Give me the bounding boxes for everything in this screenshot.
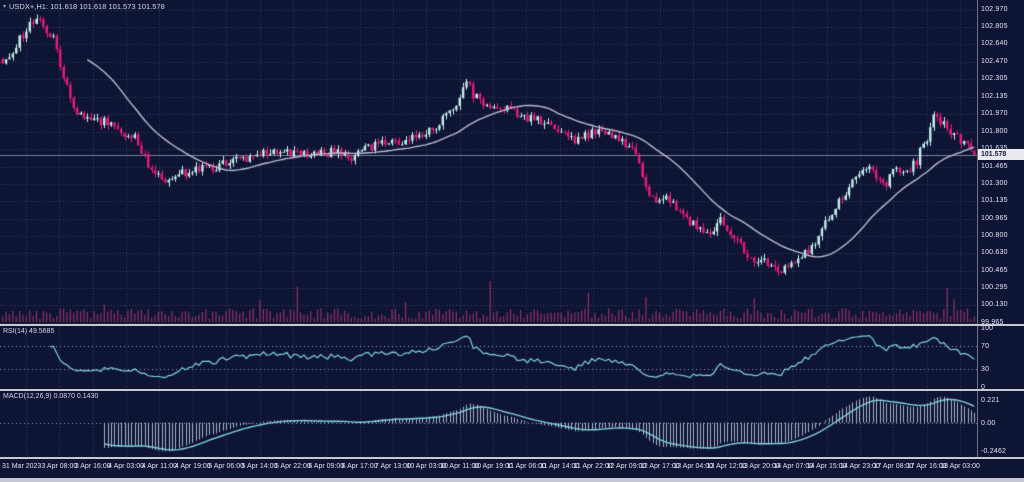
time-axis-tick: 4 Apr 19:00 <box>174 463 211 470</box>
price-axis-tick: 100.965 <box>981 214 1008 222</box>
price-axis-tick: 102.970 <box>981 5 1008 13</box>
price-axis-tick: 101.300 <box>981 179 1008 187</box>
rsi-axis-tick: 30 <box>981 366 990 374</box>
time-axis-tick: 17 Apr 16:00 <box>906 463 947 470</box>
chart-title: ▾ USDX+,H1: 101.618 101.618 101.573 101.… <box>3 2 165 11</box>
rsi-indicator-label: RSI(14) 49.5685 <box>3 328 55 335</box>
rsi-pane-separator[interactable] <box>0 389 1024 391</box>
time-axis-tick: 7 Apr 13:00 <box>375 463 411 470</box>
main-pane-separator[interactable] <box>0 324 1024 326</box>
price-axis-tick: 102.640 <box>981 40 1008 48</box>
time-axis-tick: 4 Apr 11:00 <box>141 463 178 470</box>
time-axis-tick: 14 Apr 07:00 <box>773 463 814 470</box>
price-axis-tick: 101.135 <box>981 196 1008 204</box>
price-axis-tick: 100.295 <box>981 284 1008 292</box>
time-axis-tick: 11 Apr 14:00 <box>540 463 580 470</box>
time-axis-tick: 13 Apr 20:00 <box>740 463 780 470</box>
time-axis-tick: 3 Apr 16:00 <box>74 463 111 470</box>
time-axis-tick: 6 Apr 17:00 <box>341 463 378 470</box>
macd-pane-separator[interactable] <box>0 457 1024 459</box>
price-axis-tick: 100.630 <box>981 249 1008 257</box>
time-axis-tick: 6 Apr 09:00 <box>308 463 345 470</box>
price-axis-tick: 101.465 <box>981 162 1008 170</box>
time-axis-tick: 18 Apr 03:00 <box>940 463 980 470</box>
price-axis-tick: 102.135 <box>981 92 1008 100</box>
price-axis-tick: 102.470 <box>981 58 1008 65</box>
time-axis-tick: 11 Apr 06:00 <box>506 463 546 470</box>
price-axis-tick: 100.130 <box>981 301 1008 309</box>
rsi-axis-tick: 0 <box>981 384 986 391</box>
macd-axis-tick: 0.221 <box>981 397 1000 404</box>
price-axis-tick: 101.800 <box>981 127 1008 135</box>
price-axis-tick: 102.305 <box>981 75 1008 83</box>
rsi-axis-tick: 100 <box>981 325 994 332</box>
macd-axis-tick: 0.00 <box>981 419 996 427</box>
time-axis-tick: 13 Apr 12:00 <box>706 463 747 470</box>
price-axis-tick: 102.805 <box>981 23 1008 31</box>
time-axis-tick: 12 Apr 17:00 <box>639 463 680 470</box>
rsi-indicator-canvas[interactable] <box>0 326 977 389</box>
macd-indicator-label: MACD(12,26,9) 0.0870 0.1430 <box>3 393 99 400</box>
macd-axis-tick: -0.2462 <box>981 448 1007 455</box>
price-axis-tick: 99.965 <box>981 318 1004 326</box>
time-axis-tick: 12 Apr 09:00 <box>606 463 647 470</box>
macd-indicator-canvas[interactable] <box>0 391 977 457</box>
time-axis-tick: 3 Apr 08:00 <box>41 463 78 470</box>
time-axis-tick: 5 Apr 14:00 <box>241 463 278 470</box>
time-axis-tick: 13 Apr 04:00 <box>673 463 714 470</box>
time-axis-tick: 11 Apr 22:00 <box>573 463 613 470</box>
price-chart-canvas[interactable] <box>0 0 977 324</box>
price-axis[interactable]: 101.578 102.970 102.805 102.640 102.470 102.… <box>977 0 1024 459</box>
time-axis-tick: 10 Apr 03:00 <box>406 463 447 470</box>
time-axis-tick: 17 Apr 08:00 <box>873 463 914 470</box>
time-axis-tick: 5 Apr 22:00 <box>274 463 311 470</box>
price-axis-tick: 100.800 <box>981 231 1008 239</box>
time-axis-tick: 5 Apr 06:00 <box>208 463 245 470</box>
rsi-axis-tick: 70 <box>981 342 990 350</box>
time-axis-tick: 31 Mar 2023 <box>2 463 42 470</box>
price-axis-tick: 101.970 <box>981 110 1008 118</box>
horizontal-scrollbar[interactable] <box>0 478 1024 482</box>
time-axis-tick: 10 Apr 19:00 <box>473 463 513 470</box>
time-axis-tick: 14 Apr 15:00 <box>806 463 847 470</box>
chart-title-text: USDX+,H1: 101.618 101.618 101.573 101.57… <box>9 2 165 11</box>
time-axis-tick: 14 Apr 23:00 <box>840 463 880 470</box>
time-axis-tick: 10 Apr 11:00 <box>440 463 480 470</box>
time-axis-tick: 4 Apr 03:00 <box>108 463 144 470</box>
current-price-badge: 101.578 <box>978 149 1024 160</box>
time-axis[interactable]: 31 Mar 2023 3 Apr 08:00 3 Apr 16:00 4 Apr 0… <box>0 459 1024 478</box>
price-axis-tick: 101.635 <box>981 144 1008 152</box>
price-axis-tick: 100.465 <box>981 266 1008 274</box>
symbol-marker-icon: ▾ <box>3 4 7 10</box>
